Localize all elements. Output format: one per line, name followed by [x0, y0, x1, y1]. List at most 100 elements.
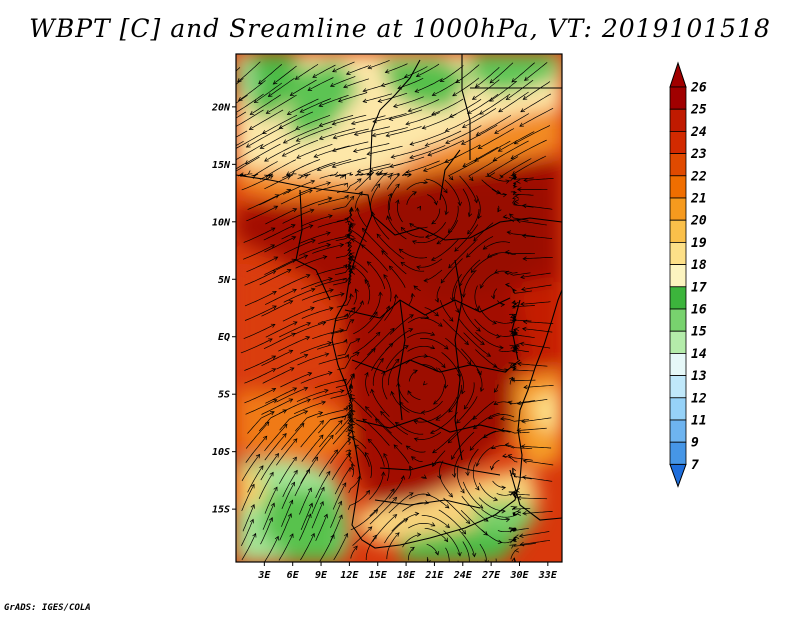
streamline-arrow: [457, 373, 462, 378]
streamline-arrow: [483, 517, 489, 522]
streamline-arrow: [355, 207, 360, 212]
streamline: [440, 258, 463, 284]
streamline: [517, 563, 547, 564]
streamline-arrow: [410, 546, 415, 552]
streamline-arrow: [449, 317, 454, 322]
streamline-arrow: [499, 174, 504, 179]
streamline-arrow: [273, 256, 279, 261]
streamline-arrow: [395, 532, 400, 537]
streamline-arrow: [394, 421, 400, 427]
streamline: [505, 251, 535, 255]
streamline-arrow: [522, 511, 527, 516]
streamline-arrow: [478, 504, 484, 509]
streamline: [357, 163, 391, 173]
streamline: [523, 256, 553, 260]
streamline-arrow: [494, 269, 499, 274]
streamline: [244, 305, 277, 321]
streamline-arrow: [493, 496, 499, 502]
streamline-arrow: [440, 278, 445, 284]
streamline-arrow: [306, 398, 311, 403]
streamline-arrow: [516, 187, 522, 192]
streamline: [258, 472, 274, 500]
streamline-arrow: [345, 70, 351, 75]
streamline: [381, 76, 407, 87]
streamline-arrow: [329, 434, 334, 440]
streamline-arrow: [522, 256, 527, 261]
streamline-arrow: [508, 362, 514, 367]
streamline-arrow: [465, 471, 470, 477]
streamline-arrow: [366, 151, 371, 156]
streamline: [424, 269, 443, 282]
streamline-arrow: [500, 416, 505, 421]
streamline: [475, 349, 497, 368]
streamline: [494, 270, 518, 274]
streamline-arrow: [445, 523, 450, 529]
streamline: [462, 481, 484, 509]
streamline-arrow: [319, 420, 324, 425]
streamline: [294, 412, 323, 432]
streamline-arrow: [467, 110, 472, 115]
streamline-arrow: [350, 256, 356, 261]
streamline: [314, 378, 347, 389]
colorbar-swatch: [669, 352, 687, 376]
streamline-arrow: [351, 306, 356, 312]
streamline: [273, 65, 297, 85]
streamline-arrow: [328, 371, 333, 376]
streamline: [372, 358, 384, 386]
streamline-arrow: [501, 508, 506, 514]
streamline: [397, 199, 403, 223]
streamline: [425, 130, 462, 147]
streamline: [369, 488, 395, 517]
streamline: [507, 231, 536, 237]
streamline-arrow: [313, 153, 319, 158]
streamline-arrow: [308, 189, 313, 194]
colorbar-label: 13: [691, 369, 707, 384]
streamline-arrow: [492, 320, 497, 325]
streamline-arrow: [338, 419, 343, 425]
streamline-arrow: [489, 79, 495, 84]
streamline: [408, 465, 412, 479]
streamline-arrow: [361, 227, 367, 233]
streamline-arrow: [432, 449, 437, 454]
streamline-arrow: [510, 331, 516, 336]
streamline: [462, 541, 470, 562]
streamline: [416, 63, 440, 77]
streamline: [407, 547, 415, 561]
streamline: [387, 193, 392, 221]
streamline-arrow: [496, 333, 501, 339]
streamline: [332, 114, 367, 125]
streamline-arrow: [362, 88, 368, 93]
streamline-arrow: [274, 194, 280, 199]
streamline-arrow: [521, 326, 527, 332]
streamline-arrow: [349, 466, 354, 472]
streamline: [332, 157, 367, 168]
colorbar-label: 19: [691, 236, 707, 251]
streamline: [478, 497, 506, 512]
streamline: [367, 145, 403, 155]
streamline-arrow: [312, 73, 317, 78]
streamline: [521, 284, 552, 290]
streamline: [513, 558, 532, 562]
colorbar-label: 22: [690, 169, 707, 184]
streamline-arrow: [345, 234, 351, 239]
streamline: [512, 506, 531, 510]
streamline-arrow: [324, 388, 329, 394]
streamline: [512, 378, 536, 382]
streamline: [370, 183, 381, 211]
streamline: [351, 115, 386, 125]
streamline-arrow: [415, 73, 421, 78]
map-frame: [235, 53, 563, 563]
streamline: [281, 423, 305, 451]
streamline-arrow: [514, 534, 520, 539]
streamline: [489, 80, 518, 102]
streamline: [440, 65, 464, 82]
streamline-arrow: [444, 210, 449, 216]
streamline: [459, 175, 478, 203]
streamline-arrow: [264, 421, 270, 426]
streamline-arrow: [413, 419, 419, 425]
streamline-arrow: [364, 279, 369, 284]
streamline: [480, 272, 498, 289]
streamline-arrow: [305, 273, 311, 279]
streamline-arrow: [270, 411, 275, 416]
streamline-arrow: [289, 91, 295, 96]
